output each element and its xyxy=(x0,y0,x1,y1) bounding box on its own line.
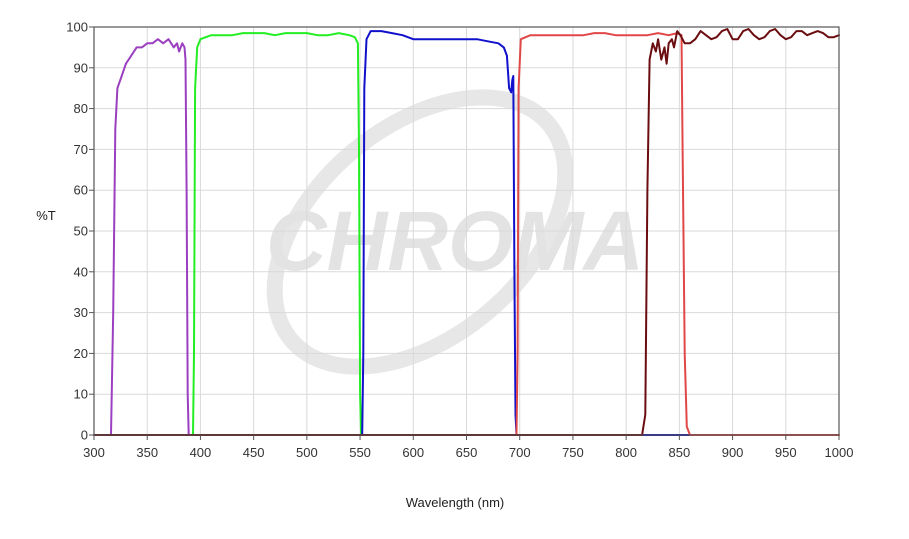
y-tick-label: 40 xyxy=(74,264,88,279)
gridlines xyxy=(93,26,840,436)
y-tick-label: 80 xyxy=(74,101,88,116)
watermark-text: CHROMA xyxy=(266,194,644,288)
y-tick-label: 90 xyxy=(74,60,88,75)
x-tick-label: 750 xyxy=(562,445,584,460)
x-tick-label: 850 xyxy=(669,445,691,460)
x-tick-label: 800 xyxy=(615,445,637,460)
x-tick-label: 1000 xyxy=(825,445,854,460)
y-tick-label: 100 xyxy=(66,20,88,35)
series-line-2 xyxy=(178,32,521,436)
y-tick-label: 20 xyxy=(74,346,88,361)
series-line-4 xyxy=(465,32,840,436)
series-line-1 xyxy=(93,38,362,436)
x-tick-label: 950 xyxy=(775,445,797,460)
series-line-3 xyxy=(199,30,691,436)
chroma-watermark: CHROMA xyxy=(266,89,644,375)
y-axis-label: %T xyxy=(36,208,56,223)
x-tick-label: 350 xyxy=(136,445,158,460)
x-axis-label: Wavelength (nm) xyxy=(406,495,505,510)
x-tick-label: 400 xyxy=(190,445,212,460)
y-tick-label: 50 xyxy=(74,224,88,239)
x-tick-label: 500 xyxy=(296,445,318,460)
y-tick-label: 70 xyxy=(74,142,88,157)
x-tick-label: 700 xyxy=(509,445,531,460)
series-layer xyxy=(93,28,840,436)
x-tick-label: 550 xyxy=(349,445,371,460)
y-tick-label: 60 xyxy=(74,183,88,198)
series-line-5 xyxy=(93,28,840,436)
x-tick-label: 300 xyxy=(83,445,105,460)
x-tick-label: 650 xyxy=(456,445,478,460)
x-axis-ticks: 300 350 400 450 500 550 600 650 700 750 800 850 900 9… xyxy=(83,435,853,460)
y-tick-label: 30 xyxy=(74,305,88,320)
y-tick-label: 0 xyxy=(81,428,88,443)
y-tick-label: 10 xyxy=(74,387,88,402)
x-tick-label: 450 xyxy=(243,445,265,460)
x-tick-label: 900 xyxy=(722,445,744,460)
y-axis-ticks: 0 10 20 30 40 50 60 70 80 90 100 xyxy=(66,20,94,443)
x-tick-label: 600 xyxy=(402,445,424,460)
